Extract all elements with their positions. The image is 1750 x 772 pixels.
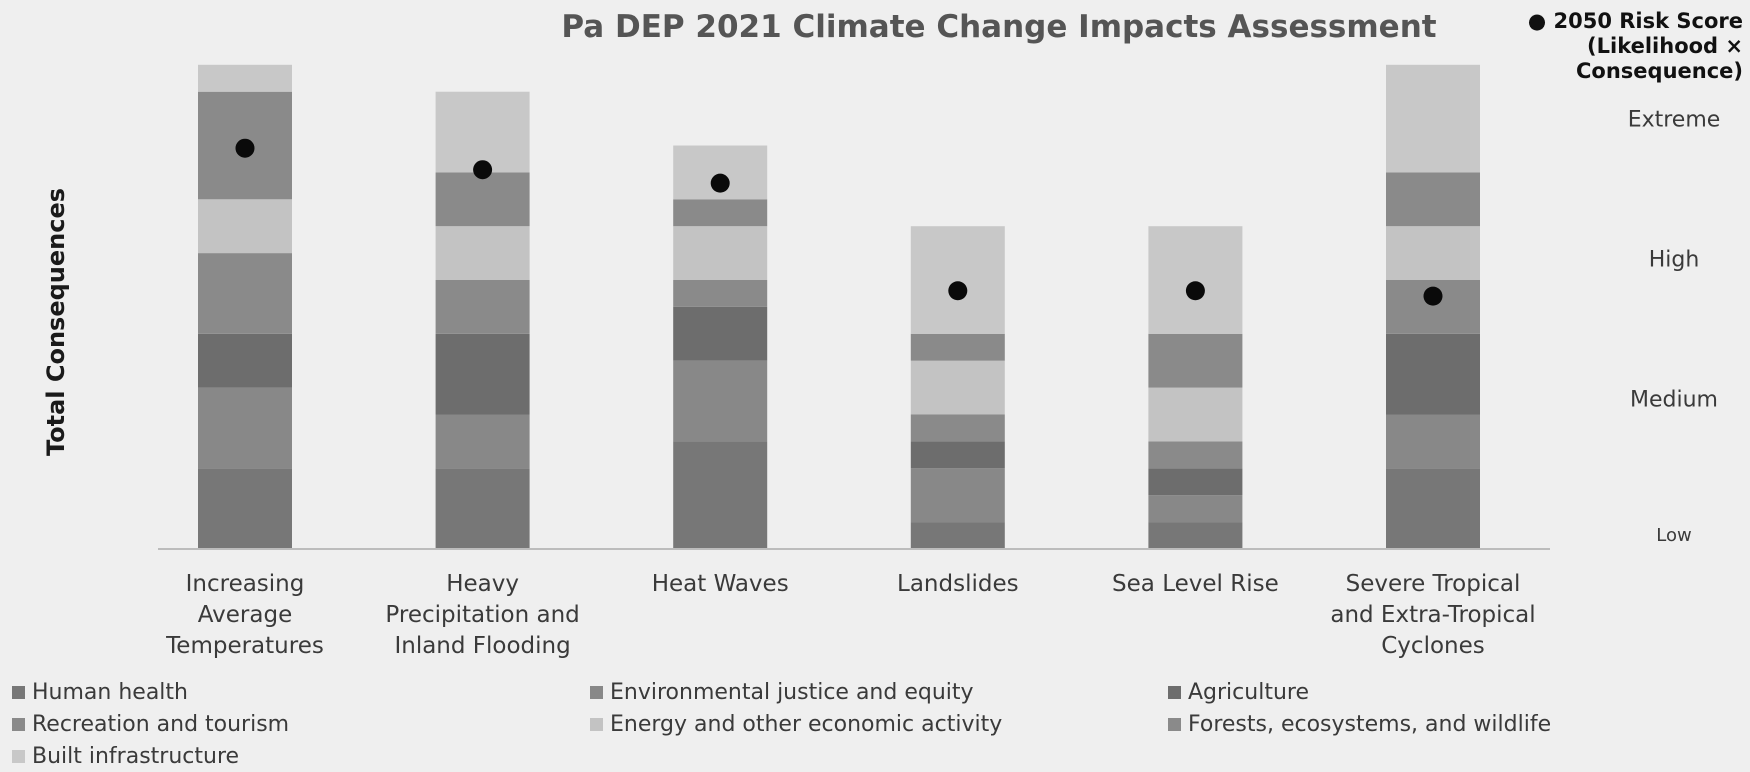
- bar-segment: [198, 387, 292, 469]
- legend-item: Built infrastructure: [12, 742, 590, 771]
- bar-segment: [910, 468, 1005, 523]
- legend-swatch: [12, 686, 25, 699]
- legend-item: Environmental justice and equity: [590, 678, 1168, 707]
- legend-label: Human health: [32, 680, 188, 705]
- bar-segment: [910, 333, 1005, 361]
- bar-segment: [910, 360, 1005, 415]
- legend-item: Energy and other economic activity: [590, 710, 1168, 739]
- bar-segment: [910, 522, 1005, 549]
- bar-segment: [435, 414, 530, 469]
- bar-segment: [1148, 387, 1243, 442]
- legend-label: Energy and other economic activity: [610, 712, 1003, 737]
- bar-segment: [673, 306, 768, 361]
- bars-layer: [198, 64, 1480, 549]
- risk-score-key-line: (Likelihood ×: [1587, 34, 1743, 58]
- x-tick-label: Sea Level Rise: [1112, 571, 1279, 597]
- bar-segment: [1148, 495, 1243, 523]
- risk-score-point: [1185, 281, 1205, 301]
- legend-swatch: [12, 750, 25, 763]
- risk-score-key: ● 2050 Risk Score(Likelihood ×Consequenc…: [1528, 9, 1743, 83]
- legend-swatch: [590, 718, 603, 731]
- risk-level-label: Low: [1656, 525, 1691, 546]
- bar-segment: [1148, 522, 1243, 549]
- bar-segment: [1386, 172, 1480, 227]
- bar-segment: [673, 280, 768, 307]
- risk-score-point: [948, 281, 968, 301]
- legend-swatch: [1168, 718, 1181, 731]
- legend-item: Human health: [12, 678, 590, 707]
- bar-segment: [198, 199, 292, 254]
- risk-level-label: Extreme: [1628, 108, 1721, 133]
- bar-segment: [435, 172, 530, 227]
- bar-segment: [1148, 226, 1243, 334]
- legend-label: Built infrastructure: [32, 744, 240, 769]
- risk-score-point: [235, 138, 255, 158]
- risk-score-key-line: ● 2050 Risk Score: [1528, 9, 1743, 33]
- x-tick-labels: Increasing Average Temperatures Heavy Precip…: [165, 571, 1535, 659]
- x-tick-label: Heavy Precipitation and Inland Flooding: [385, 571, 579, 659]
- legend-item: Agriculture: [1168, 678, 1742, 707]
- risk-score-point: [710, 173, 730, 193]
- risk-score-key-line: Consequence): [1576, 59, 1743, 83]
- bar-segment: [1386, 226, 1480, 280]
- risk-score-point: [1423, 286, 1443, 306]
- legend-item: Recreation and tourism: [12, 710, 590, 739]
- bar-segment: [435, 333, 530, 415]
- bar-segment: [910, 441, 1005, 469]
- risk-score-points: [235, 138, 1443, 306]
- risk-score-point: [473, 160, 493, 180]
- bar-segment: [435, 226, 530, 280]
- bar-segment: [673, 360, 768, 442]
- bar-segment: [673, 441, 768, 549]
- bar-segment: [1148, 441, 1243, 469]
- bar-segment: [910, 226, 1005, 334]
- x-tick-label: Severe Tropical and Extra-Tropical Cyclone…: [1330, 571, 1535, 659]
- x-tick-label: Landslides: [897, 571, 1019, 597]
- bar-segment: [1386, 414, 1480, 469]
- bar-segment: [1386, 468, 1480, 549]
- bar-segment: [1386, 64, 1480, 173]
- bar-segment: [435, 468, 530, 549]
- legend: Human health Environmental justice and eq…: [12, 678, 1742, 771]
- bar-segment: [435, 91, 530, 173]
- bar-segment: [1386, 333, 1480, 415]
- risk-level-labels: Extreme High Medium Low: [1628, 108, 1721, 546]
- risk-level-label: Medium: [1630, 387, 1718, 412]
- legend-label: Agriculture: [1188, 680, 1309, 705]
- legend-label: Forests, ecosystems, and wildlife: [1188, 712, 1552, 737]
- x-tick-label: Heat Waves: [652, 571, 789, 597]
- bar-segment: [1148, 468, 1243, 496]
- bar-segment: [198, 64, 292, 92]
- bar-segment: [910, 414, 1005, 442]
- bar-segment: [198, 253, 292, 334]
- bar-segment: [673, 226, 768, 280]
- bar-segment: [198, 333, 292, 388]
- chart-title: Pa DEP 2021 Climate Change Impacts Asses…: [561, 9, 1436, 45]
- legend-label: Recreation and tourism: [32, 712, 290, 737]
- legend-label: Environmental justice and equity: [610, 680, 974, 705]
- bar-segment: [1148, 333, 1243, 388]
- legend-swatch: [12, 718, 25, 731]
- bar-segment: [198, 468, 292, 549]
- legend-swatch: [1168, 686, 1181, 699]
- y-axis-label: Total Consequences: [42, 188, 70, 456]
- risk-level-label: High: [1649, 247, 1700, 272]
- bar-segment: [435, 280, 530, 334]
- legend-item: Forests, ecosystems, and wildlife: [1168, 710, 1742, 739]
- x-tick-label: Increasing Average Temperatures: [165, 571, 324, 659]
- bar-segment: [673, 199, 768, 227]
- legend-swatch: [590, 686, 603, 699]
